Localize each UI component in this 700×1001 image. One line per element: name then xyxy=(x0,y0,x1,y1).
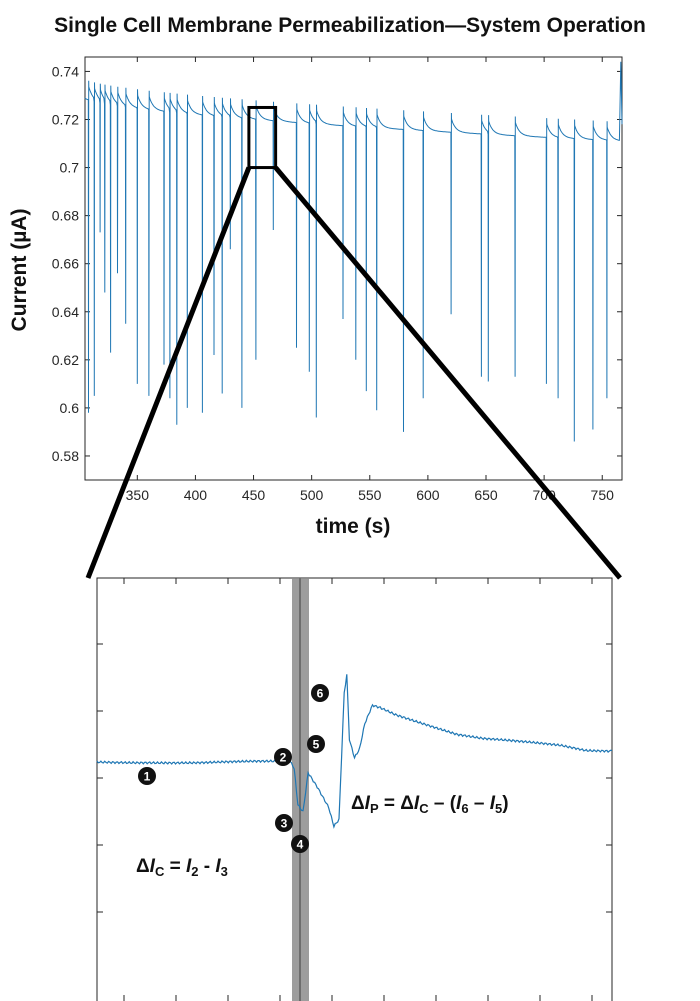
inset-trace xyxy=(96,674,613,829)
formula-part: I xyxy=(414,793,420,814)
marker-label: 2 xyxy=(280,751,287,765)
formula-part: P xyxy=(370,801,379,816)
formula-part: 2 xyxy=(191,864,198,879)
x-tick-label: 500 xyxy=(300,487,324,503)
formula-part: 6 xyxy=(461,801,468,816)
x-tick-label: 550 xyxy=(358,487,382,503)
x-axis-label: time (s) xyxy=(315,515,391,538)
marker-5: 5 xyxy=(307,735,325,753)
y-tick-label: 0.74 xyxy=(52,63,79,79)
marker-6: 6 xyxy=(311,684,329,702)
zoom-connectors xyxy=(85,165,622,580)
y-tick-label: 0.66 xyxy=(52,256,79,272)
zoom-box xyxy=(247,105,278,170)
x-tick-label: 750 xyxy=(591,487,615,503)
formula-part: ) xyxy=(502,793,508,814)
formula-part: I xyxy=(150,856,156,877)
plot-frame xyxy=(84,56,623,481)
y-tick-label: 0.58 xyxy=(52,448,79,464)
y-tick-label: 0.68 xyxy=(52,208,79,224)
chart-title: Single Cell Membrane Permeabilization—Sy… xyxy=(54,14,646,37)
formula-part: I xyxy=(186,856,192,877)
x-tick-label: 450 xyxy=(242,487,266,503)
marker-circle xyxy=(138,767,156,785)
x-tick-label: 400 xyxy=(184,487,208,503)
marker-circle xyxy=(311,684,329,702)
formula-part: = xyxy=(164,856,186,877)
marker-circle xyxy=(274,748,292,766)
current-trace xyxy=(84,61,623,442)
formula-part: 5 xyxy=(495,801,502,816)
main-plot: 350 400 450 500 550 600 650 700 7500.580.60.620.… xyxy=(52,56,623,503)
formula-part: – xyxy=(469,793,490,814)
formula-part: I xyxy=(365,793,371,814)
marker-label: 4 xyxy=(297,838,304,852)
x-tick-label: 600 xyxy=(416,487,440,503)
x-tick-label: 650 xyxy=(474,487,498,503)
zoom-connector-right xyxy=(273,165,622,580)
formula-part: – ( xyxy=(429,793,457,814)
formula-part: C xyxy=(419,801,429,816)
y-tick-label: 0.6 xyxy=(60,400,80,416)
marker-label: 1 xyxy=(144,770,151,784)
y-tick-label: 0.62 xyxy=(52,352,79,368)
formula-part: C xyxy=(155,864,165,879)
x-tick-label: 350 xyxy=(126,487,150,503)
formula-part: I xyxy=(490,793,496,814)
formula-part: = Δ xyxy=(379,793,414,814)
marker-label: 5 xyxy=(313,738,320,752)
formula-part: 3 xyxy=(221,864,228,879)
formula-part: I xyxy=(456,793,462,814)
marker-label: 6 xyxy=(317,687,324,701)
marker-2: 2 xyxy=(274,748,292,766)
y-tick-label: 0.72 xyxy=(52,111,79,127)
marker-3: 3 xyxy=(275,814,293,832)
inset-frame xyxy=(96,577,613,1001)
formula-part: I xyxy=(215,856,221,877)
marker-circle xyxy=(307,735,325,753)
y-tick-label: 0.64 xyxy=(52,304,79,320)
zoom-connector-left xyxy=(85,166,252,579)
formula-part: Δ xyxy=(136,856,150,877)
marker-1: 1 xyxy=(138,767,156,785)
delta-ip-formula: ΔIP = ΔIC – (I6 – I5) xyxy=(351,793,509,816)
marker-circle xyxy=(291,835,309,853)
delta-ic-formula: ΔIC = I2 - I3 xyxy=(136,856,228,879)
y-tick-label: 0.7 xyxy=(60,160,80,176)
formula-part: Δ xyxy=(351,793,365,814)
marker-4: 4 xyxy=(291,835,309,853)
marker-circle xyxy=(275,814,293,832)
marker-label: 3 xyxy=(281,817,288,831)
formula-part: - xyxy=(199,856,216,877)
